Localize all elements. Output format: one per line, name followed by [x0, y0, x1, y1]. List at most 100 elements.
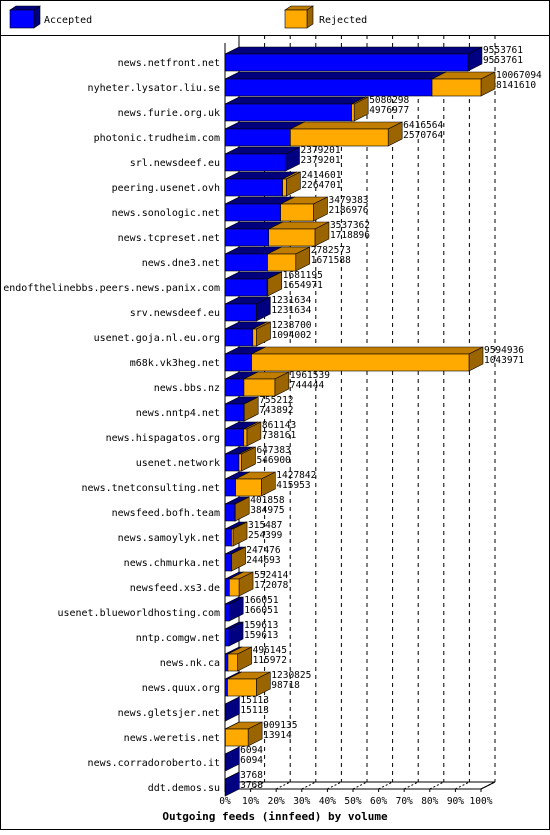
category-label-news-dne3-net: news.dne3.net — [142, 258, 220, 269]
category-label-newsfeed-xs3-de: newsfeed.xs3.de — [130, 583, 220, 594]
x-tick-label: 50% — [344, 796, 361, 807]
bar-accepted-news-tnetconsulting-net — [225, 479, 236, 496]
value-label-accepted-news-corradoroberto-it: 6094 — [240, 755, 263, 766]
category-label-news-furie-org-uk: news.furie.org.uk — [118, 108, 220, 119]
x-tick-label: 0% — [219, 796, 231, 807]
bar-accepted-news-furie-org-uk-top — [225, 97, 366, 104]
value-label-accepted-news-hispagatos-org: 738161 — [262, 430, 297, 441]
bar-rejected-news-samoylyk-net — [231, 529, 233, 546]
bar-accepted-news-quux-org — [225, 679, 228, 696]
bar-rejected-photonic-trudheim-com — [290, 129, 388, 146]
category-label-news-gletsjer-net: news.gletsjer.net — [118, 708, 220, 719]
bar-accepted-endofthelinebbs-peers-news-panix-com — [225, 279, 267, 296]
bar-accepted-news-samoylyk-net — [225, 529, 231, 546]
bar-rejected-news-bbs-nz — [244, 379, 275, 396]
bar-rejected-news-nk-ca — [228, 654, 238, 671]
bar-rejected-news-hispagatos-org — [244, 429, 247, 446]
category-label-srv-newsdeef-eu: srv.newsdeef.eu — [130, 308, 220, 319]
value-label-accepted-newsfeed-bofh-team: 384975 — [250, 505, 284, 516]
category-label-news-sonologic-net: news.sonologic.net — [112, 208, 220, 219]
bar-rejected-usenet-network — [239, 454, 242, 471]
bar-accepted-m68k-vk3heg-net — [225, 354, 252, 371]
bar-rejected-m68k-vk3heg-net-top — [252, 347, 483, 354]
value-label-accepted-news-bbs-nz: 744444 — [290, 380, 325, 391]
value-label-accepted-ddt-demos-su: 3768 — [240, 780, 263, 791]
bar-accepted-news-nntp4-net — [225, 404, 244, 421]
bar-accepted-usenet-goja-nl-eu-org — [225, 329, 253, 346]
category-label-endofthelinebbs-peers-news-panix-com: endofthelinebbs.peers.news.panix.com — [3, 283, 220, 294]
bar-rejected-news-furie-org-uk — [352, 104, 355, 121]
bar-rejected-m68k-vk3heg-net — [252, 354, 469, 371]
x-tick-label: 10% — [242, 796, 259, 807]
category-label-usenet-network: usenet.network — [136, 458, 220, 469]
bar-accepted-news-furie-org-uk — [225, 104, 352, 121]
bar-rejected-endofthelinebbs-peers-news-panix-com — [267, 279, 268, 296]
bar-rejected-newsfeed-xs3-de — [229, 579, 239, 596]
bar-rejected-news-sonologic-net — [281, 204, 314, 221]
bar-accepted-news-sonologic-net — [225, 204, 281, 221]
legend-swatch-accepted-side — [34, 6, 40, 28]
value-label-accepted-nntp-comgw-net: 159613 — [244, 630, 278, 641]
category-label-news-nk-ca: news.nk.ca — [160, 658, 220, 669]
bar-rejected-news-dne3-net — [268, 254, 296, 271]
category-label-newsfeed-bofh-team: newsfeed.bofh.team — [112, 508, 220, 519]
value-label-accepted-endofthelinebbs-peers-news-panix-com: 1654971 — [283, 280, 323, 291]
bar-accepted-photonic-trudheim-com — [225, 129, 290, 146]
value-label-accepted-news-tcpreset-net: 1718896 — [330, 230, 370, 241]
category-label-ddt-demos-su: ddt.demos.su — [148, 783, 220, 794]
bar-rejected-news-tcpreset-net — [269, 229, 315, 246]
x-tick-label: 40% — [319, 796, 336, 807]
x-tick-label: 60% — [370, 796, 387, 807]
category-label-news-bbs-nz: news.bbs.nz — [154, 383, 220, 394]
value-label-accepted-news-dne3-net: 1671588 — [311, 255, 351, 266]
x-tick-label: 100% — [470, 796, 493, 807]
category-label-news-chmurka-net: news.chmurka.net — [124, 558, 220, 569]
legend-swatch-rejected — [285, 10, 307, 28]
x-tick-label: 20% — [268, 796, 285, 807]
chart-title: Outgoing feeds (innfeed) by volume — [162, 810, 388, 823]
bar-accepted-nyheter-lysator-liu-se-top — [225, 72, 446, 79]
bar-rejected-news-weretis-net — [225, 729, 248, 746]
value-label-accepted-news-nntp4-net: 743892 — [259, 405, 293, 416]
value-label-accepted-peering-usenet-ovh: 2264701 — [301, 180, 341, 191]
value-label-accepted-news-tnetconsulting-net: 415953 — [276, 480, 310, 491]
bar-accepted-nyheter-lysator-liu-se — [225, 79, 432, 96]
category-label-news-quux-org: news.quux.org — [142, 683, 220, 694]
value-label-accepted-srl-newsdeef-eu: 2379201 — [301, 155, 341, 166]
bar-accepted-news-nk-ca — [225, 654, 228, 671]
bar-accepted-news-bbs-nz — [225, 379, 244, 396]
category-label-nyheter-lysator-liu-se: nyheter.lysator.liu.se — [88, 83, 220, 94]
bar-accepted-nntp-comgw-net — [225, 629, 229, 646]
value-label-accepted-news-sonologic-net: 2186976 — [328, 205, 368, 216]
bar-rejected-usenet-goja-nl-eu-org — [253, 329, 257, 346]
category-label-news-weretis-net: news.weretis.net — [124, 733, 220, 744]
value-label-accepted-photonic-trudheim-com: 2570764 — [403, 130, 443, 141]
category-label-news-tnetconsulting-net: news.tnetconsulting.net — [82, 483, 220, 494]
category-label-news-netfront-net: news.netfront.net — [118, 58, 220, 69]
bar-accepted-srl-newsdeef-eu — [225, 154, 286, 171]
bar-accepted-srv-newsdeef-eu — [225, 304, 256, 321]
bar-rejected-photonic-trudheim-com-top — [290, 122, 402, 129]
category-label-photonic-trudheim-com: photonic.trudheim.com — [94, 133, 220, 144]
legend-swatch-rejected-side — [307, 6, 313, 28]
category-label-srl-newsdeef-eu: srl.newsdeef.eu — [130, 158, 220, 169]
bar-accepted-news-tcpreset-net — [225, 229, 269, 246]
value-label-accepted-news-samoylyk-net: 254399 — [248, 530, 283, 541]
bar-accepted-news-hispagatos-org — [225, 429, 244, 446]
category-label-news-corradoroberto-it: news.corradoroberto.it — [88, 758, 220, 769]
category-label-news-samoylyk-net: news.samoylyk.net — [118, 533, 220, 544]
bar-rejected-peering-usenet-ovh — [283, 179, 287, 196]
value-label-accepted-news-furie-org-uk: 4976977 — [369, 105, 409, 116]
value-label-accepted-news-nk-ca: 115972 — [253, 655, 287, 666]
category-label-nntp-comgw-net: nntp.comgw.net — [136, 633, 220, 644]
category-label-usenet-blueworldhosting-com: usenet.blueworldhosting.com — [57, 608, 220, 619]
bar-rejected-nyheter-lysator-liu-se — [432, 79, 481, 96]
category-label-news-nntp4-net: news.nntp4.net — [136, 408, 220, 419]
value-label-accepted-nyheter-lysator-liu-se: 8141610 — [496, 80, 536, 91]
value-label-accepted-usenet-blueworldhosting-com: 166051 — [244, 605, 279, 616]
value-label-accepted-usenet-goja-nl-eu-org: 1094002 — [271, 330, 311, 341]
legend-label-rejected: Rejected — [319, 15, 367, 26]
legend-swatch-accepted — [10, 10, 34, 28]
category-label-news-hispagatos-org: news.hispagatos.org — [106, 433, 220, 444]
